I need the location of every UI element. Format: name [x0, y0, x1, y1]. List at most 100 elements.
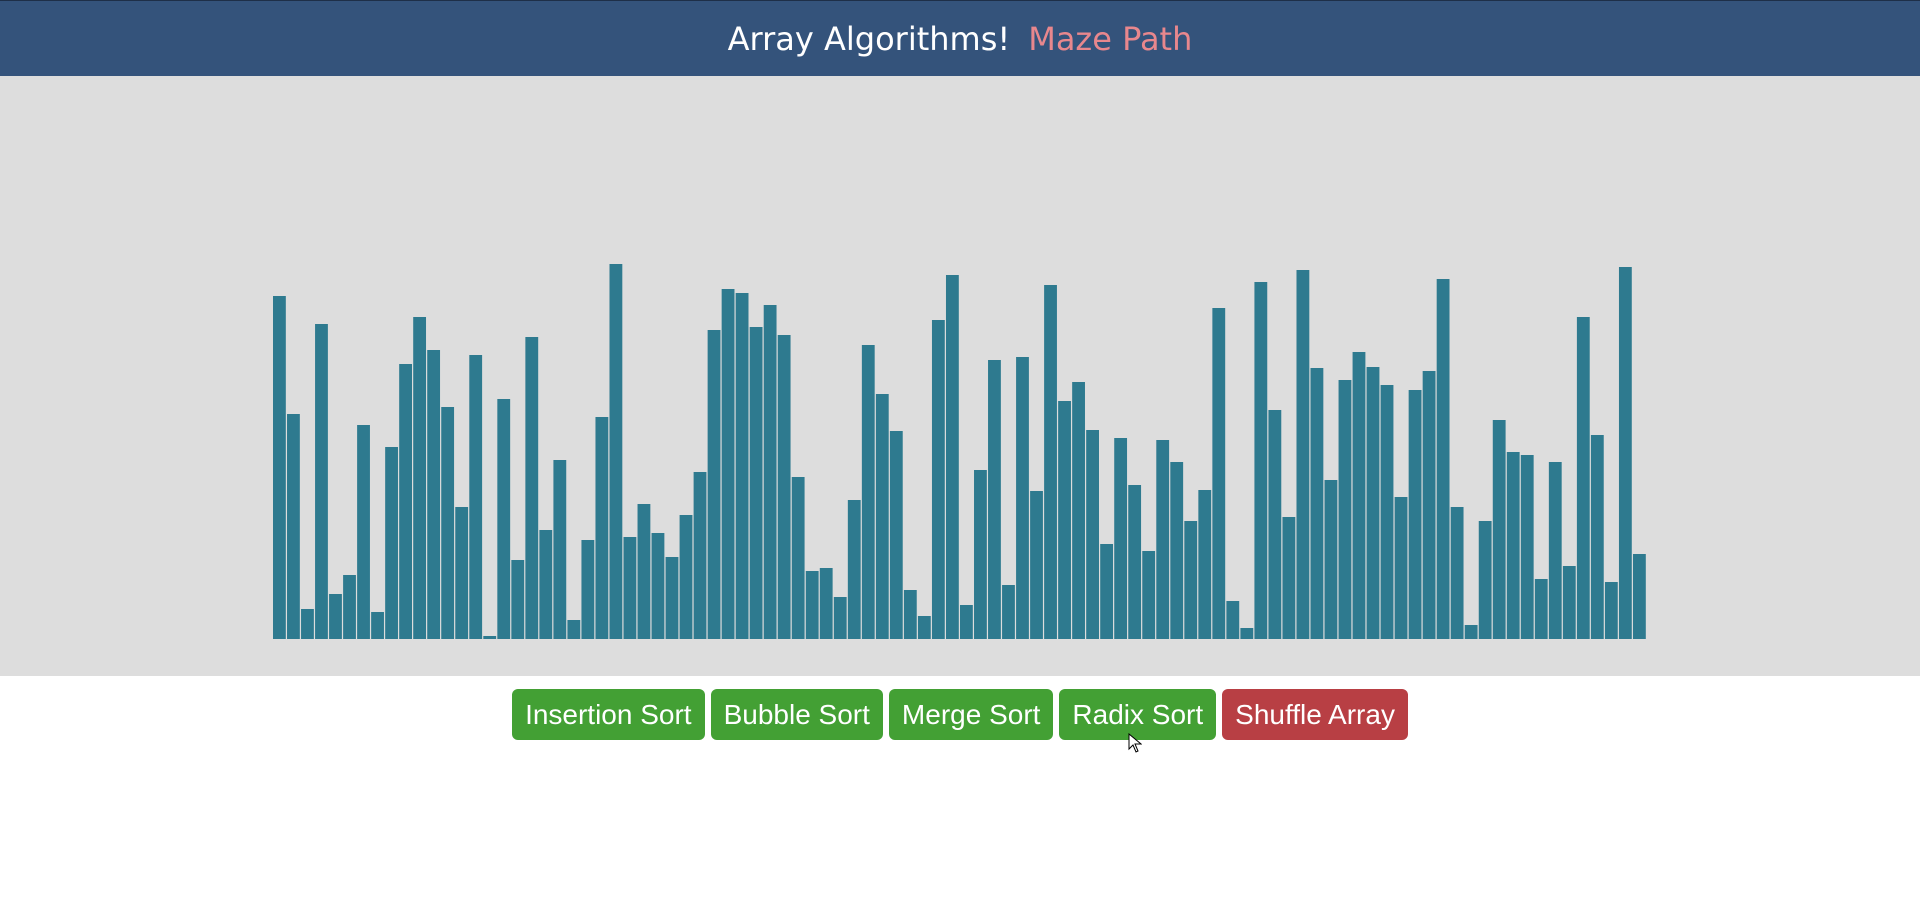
array-bar — [315, 324, 328, 639]
array-bar — [945, 275, 959, 639]
array-bar — [1310, 368, 1324, 639]
insertion-sort-button[interactable]: Insertion Sort — [512, 689, 705, 740]
radix-sort-button[interactable]: Radix Sort — [1059, 689, 1217, 740]
array-bar — [1422, 371, 1436, 639]
array-bar — [287, 414, 300, 639]
array-bar — [609, 264, 623, 639]
array-bar — [1142, 551, 1156, 639]
array-bar — [441, 407, 455, 639]
array-bar — [1058, 401, 1071, 639]
array-bar — [1548, 462, 1562, 639]
array-bar — [1576, 317, 1590, 639]
array-bar — [581, 540, 595, 639]
array-bar — [273, 296, 286, 639]
array-bar — [539, 530, 553, 639]
array-bar — [889, 431, 903, 639]
array-bar — [819, 568, 833, 639]
array-bar — [1016, 357, 1029, 639]
array-bar — [1604, 582, 1618, 639]
array-bar — [735, 293, 749, 639]
array-bar — [917, 616, 931, 639]
bubble-sort-button[interactable]: Bubble Sort — [710, 689, 883, 740]
array-bar — [567, 620, 581, 639]
array-bar — [960, 605, 973, 639]
array-bar — [511, 560, 525, 639]
array-bar — [1590, 435, 1604, 639]
controls-bar: Insertion Sort Bubble Sort Merge Sort Ra… — [0, 689, 1920, 740]
array-bar — [1324, 480, 1338, 639]
array-bar — [329, 594, 342, 639]
array-bar — [693, 472, 707, 639]
array-bar — [385, 447, 398, 639]
array-bar — [1002, 585, 1015, 639]
array-bar — [553, 460, 567, 639]
array-bar — [1044, 285, 1057, 639]
array-bar — [455, 507, 469, 639]
array-bar — [791, 477, 805, 639]
array-bar — [483, 636, 497, 639]
array-bar — [721, 289, 735, 639]
array-bar — [1226, 601, 1240, 639]
array-bar — [651, 533, 665, 639]
array-bar — [371, 612, 384, 639]
array-bar — [1506, 452, 1520, 639]
array-bar — [357, 425, 370, 639]
array-bar — [399, 364, 412, 639]
array-bar — [988, 360, 1001, 639]
array-bar — [637, 504, 651, 639]
array-bar — [1464, 625, 1478, 639]
array-bar — [1128, 485, 1142, 639]
array-visualizer — [0, 76, 1920, 676]
header-bar: Array Algorithms! Maze Path — [0, 0, 1920, 76]
array-bar — [1100, 544, 1114, 639]
array-bar — [1338, 380, 1352, 639]
array-bar — [623, 537, 637, 639]
array-bar — [665, 557, 679, 639]
array-bar — [833, 597, 847, 639]
array-bar — [301, 609, 314, 639]
array-bar — [1254, 282, 1268, 639]
array-bar — [1366, 367, 1380, 639]
array-bar — [1072, 382, 1085, 639]
array-bar — [427, 350, 441, 639]
array-bar — [679, 515, 693, 639]
array-bar — [847, 500, 861, 639]
array-bar — [1268, 410, 1282, 639]
array-bar — [1436, 279, 1450, 639]
array-bar — [1562, 566, 1576, 639]
array-bar — [1030, 491, 1043, 639]
array-bar — [707, 330, 721, 639]
array-bar — [1296, 270, 1310, 639]
array-bar — [763, 305, 777, 639]
maze-path-link[interactable]: Maze Path — [1028, 19, 1193, 58]
array-bar — [805, 571, 819, 639]
merge-sort-button[interactable]: Merge Sort — [888, 689, 1054, 740]
array-bar — [1632, 554, 1646, 639]
array-bar — [1394, 497, 1408, 639]
app-title: Array Algorithms! — [727, 19, 1011, 58]
array-bar — [1450, 507, 1464, 639]
array-bar — [525, 337, 539, 639]
array-bar — [931, 320, 945, 639]
array-bar — [974, 470, 987, 639]
array-bar — [413, 317, 427, 639]
shuffle-array-button[interactable]: Shuffle Array — [1222, 689, 1408, 740]
array-bar — [343, 575, 356, 639]
array-bar — [1086, 430, 1099, 639]
array-bar — [1492, 420, 1506, 639]
array-bar — [1170, 462, 1184, 639]
array-bar — [1408, 390, 1422, 639]
array-bars-chart — [273, 264, 1646, 639]
array-bar — [1212, 308, 1226, 639]
array-bar — [469, 355, 483, 639]
array-bar — [1240, 628, 1254, 639]
array-bar — [1534, 579, 1548, 639]
array-bar — [1184, 521, 1198, 639]
array-bar — [1352, 352, 1366, 639]
array-bar — [749, 327, 763, 639]
array-bar — [595, 417, 609, 639]
array-bar — [903, 590, 917, 639]
array-bar — [861, 345, 875, 639]
array-bar — [1380, 385, 1394, 639]
array-bar — [1478, 521, 1492, 639]
